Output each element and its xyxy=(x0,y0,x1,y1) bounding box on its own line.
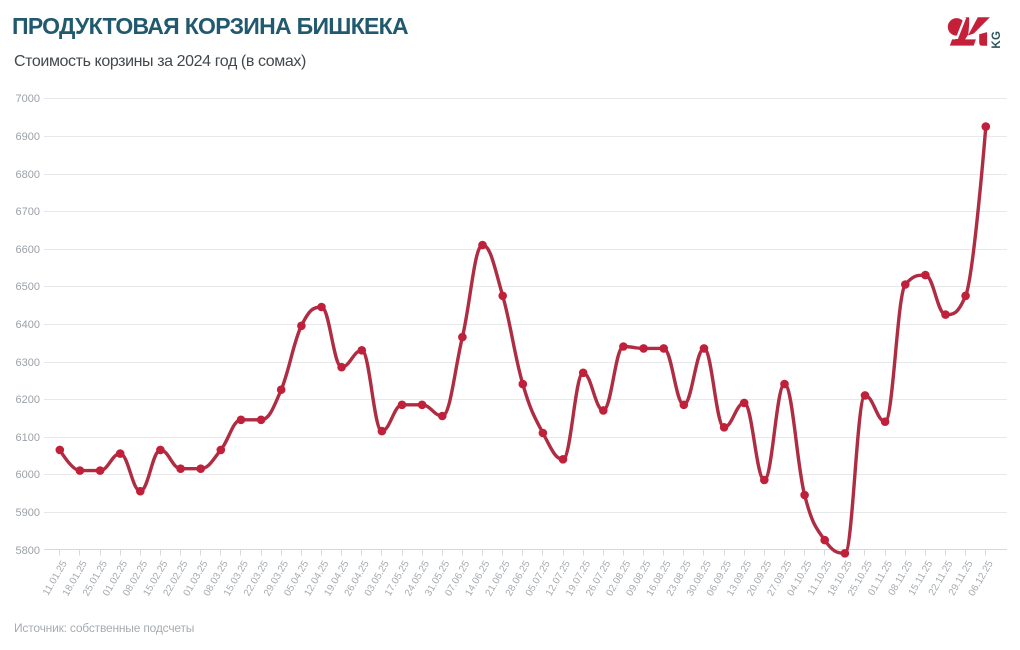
svg-text:5800: 5800 xyxy=(16,545,40,557)
svg-text:6100: 6100 xyxy=(16,432,40,444)
svg-text:6000: 6000 xyxy=(16,469,40,481)
svg-text:7000: 7000 xyxy=(16,93,40,105)
svg-text:6400: 6400 xyxy=(16,319,40,331)
svg-text:6800: 6800 xyxy=(16,169,40,181)
svg-text:6200: 6200 xyxy=(16,394,40,406)
svg-text:KG: KG xyxy=(991,31,1003,49)
svg-text:6600: 6600 xyxy=(16,244,40,256)
svg-text:5900: 5900 xyxy=(16,507,40,519)
svg-text:6900: 6900 xyxy=(16,131,40,143)
svg-text:6300: 6300 xyxy=(16,357,40,369)
svg-text:6700: 6700 xyxy=(16,206,40,218)
svg-text:6500: 6500 xyxy=(16,281,40,293)
